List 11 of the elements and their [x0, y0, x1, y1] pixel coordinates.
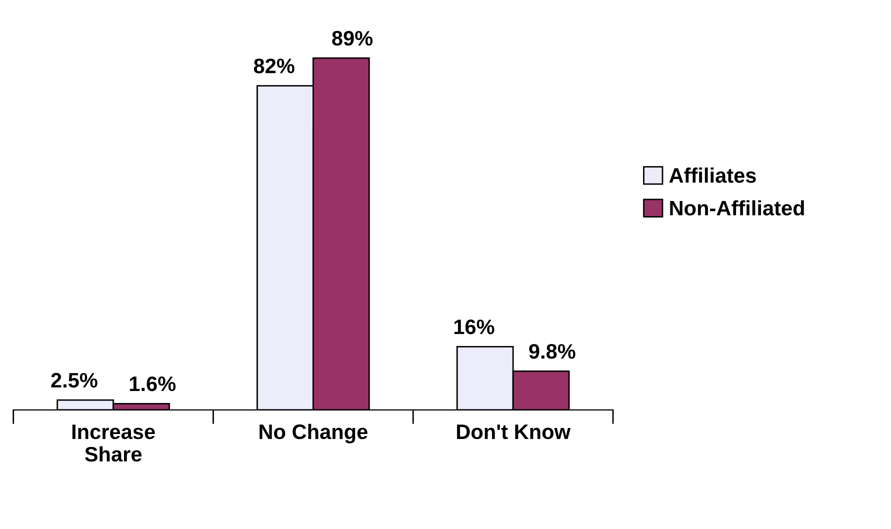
data-label: 89%	[332, 30, 373, 46]
legend-label: Affiliates	[669, 168, 756, 183]
x-tick-label: Increase Share	[72, 424, 155, 462]
data-label: 16%	[454, 320, 494, 334]
x-tick-label: Don't Know	[457, 424, 571, 440]
data-label: 82%	[254, 58, 294, 74]
data-label: 2.5%	[51, 372, 98, 388]
data-label: 9.8%	[529, 344, 576, 359]
data-label: 1.6%	[130, 376, 176, 392]
legend-label: Non-Affiliated	[670, 200, 804, 216]
x-tick-label: No Change	[260, 424, 368, 444]
